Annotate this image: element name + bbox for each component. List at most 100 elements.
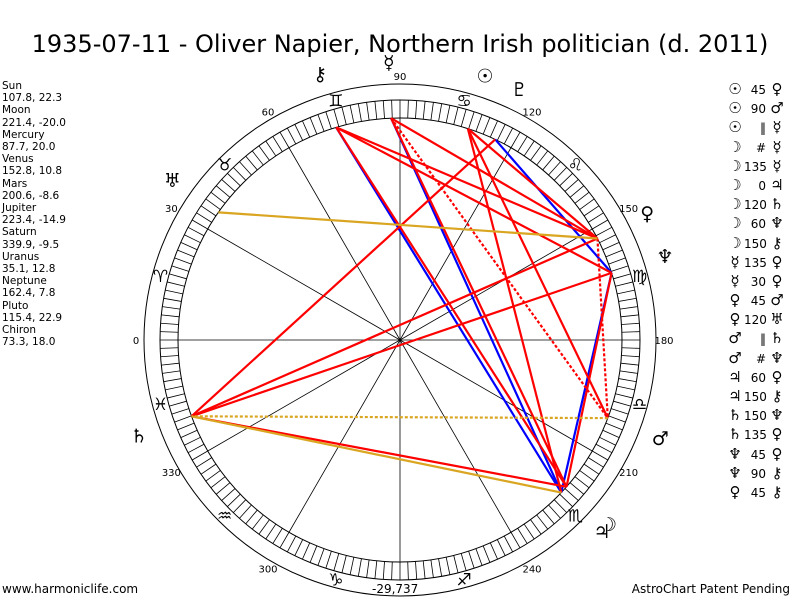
- degree-label: 330: [162, 468, 181, 479]
- degree-tick: [200, 205, 217, 217]
- aspect-planet-b-icon: ⚷: [771, 387, 783, 405]
- aspect-planet-a-icon: ♆: [728, 444, 742, 463]
- degree-tick: [430, 102, 434, 121]
- outer-ring: [143, 83, 657, 597]
- degree-tick: [180, 242, 198, 251]
- zodiac-sign-icon: ♑: [328, 571, 343, 591]
- zodiac-sign-icon: ♒: [217, 506, 232, 526]
- degree-tick: [453, 555, 459, 573]
- degree-tick: [279, 131, 290, 148]
- degree-tick: [160, 347, 179, 349]
- degree-tick: [366, 102, 370, 121]
- degree-tick: [302, 542, 311, 560]
- degree-label: 90: [394, 72, 407, 83]
- degree-tick: [611, 265, 629, 272]
- degree-tick: [245, 155, 258, 171]
- degree-tick: [615, 393, 633, 399]
- degree-tick: [163, 297, 182, 302]
- aspect-planet-a-icon: ♀: [729, 291, 741, 310]
- aspect-line: [191, 415, 608, 420]
- degree-tick: [161, 362, 180, 366]
- degree-tick: [496, 539, 506, 556]
- footer-website[interactable]: www.harmoniclife.com: [2, 582, 139, 596]
- aspect-line: [191, 237, 598, 418]
- degree-tick: [599, 234, 616, 244]
- aspect-planet-a-icon: ☽: [728, 233, 742, 252]
- degree-tick: [620, 362, 639, 366]
- aspect-planet-b-icon: ♄: [770, 329, 784, 348]
- degree-tick: [482, 545, 491, 563]
- house-spoke: [399, 228, 593, 341]
- aspect-angle: 0: [758, 178, 766, 193]
- degree-tick: [579, 470, 595, 482]
- degree-tick: [475, 114, 483, 132]
- degree-label: 120: [522, 107, 541, 118]
- degree-tick: [205, 470, 221, 482]
- degree-tick: [595, 443, 613, 454]
- degree-tick: [169, 400, 187, 407]
- degree-tick: [592, 450, 609, 461]
- aspect-planet-b-icon: ♆: [770, 406, 784, 425]
- aspect-planet-a-icon: ☉: [728, 99, 742, 118]
- planet-name: Pluto: [2, 299, 29, 312]
- aspect-angle: 135: [744, 428, 767, 443]
- aspect-angle: 45: [750, 83, 766, 97]
- aspect-line: [335, 126, 598, 240]
- degree-tick: [286, 535, 297, 553]
- planet-name: Venus: [2, 153, 34, 166]
- degree-label: 30: [165, 204, 178, 215]
- aspect-planet-a-icon: ♀: [729, 482, 741, 501]
- aspect-angle: 150: [744, 409, 767, 424]
- degree-tick: [523, 523, 535, 540]
- aspect-row: ♄ 135 ♀: [726, 425, 786, 444]
- aspect-row: ☉ ‖ ☿: [726, 118, 786, 137]
- degree-tick: [460, 109, 467, 127]
- degree-tick: [415, 100, 418, 119]
- degree-tick: [569, 185, 585, 198]
- planet-name: Neptune: [2, 275, 47, 288]
- aspect-angle: 90: [750, 466, 766, 481]
- house-spoke: [207, 339, 401, 452]
- degree-tick: [613, 273, 631, 280]
- house-spoke: [399, 339, 512, 533]
- zodiac-sign-icon: ♓: [153, 395, 168, 415]
- degree-tick: [174, 257, 192, 265]
- aspect-angle: ‖: [760, 332, 766, 347]
- aspect-row: ☽ 120 ♄: [726, 195, 786, 214]
- degree-tick: [503, 127, 514, 145]
- degree-tick: [503, 535, 514, 553]
- degree-tick: [210, 476, 226, 489]
- planet-glyph-icon: ♇: [511, 79, 528, 101]
- aspect-row: ♀ 45 ⚷: [726, 483, 786, 502]
- aspect-angle: 30: [750, 274, 766, 289]
- degree-tick: [200, 463, 217, 475]
- aspect-line: [190, 138, 496, 418]
- degree-tick: [227, 172, 241, 187]
- degree-tick: [374, 560, 378, 579]
- planet-name: Uranus: [2, 250, 40, 263]
- aspect-planet-b-icon: ♆: [770, 348, 784, 367]
- degree-tick: [621, 347, 640, 349]
- zodiac-sign-icon: ♌: [568, 156, 583, 176]
- aspect-planet-a-icon: ♂: [728, 348, 742, 367]
- planet-coords: 115.4, 22.9: [2, 311, 63, 324]
- degree-tick: [333, 109, 340, 127]
- zodiac-sign-icon: ♐: [457, 571, 472, 591]
- aspect-planet-b-icon: ♀: [771, 80, 783, 98]
- degree-tick: [619, 306, 638, 310]
- planet-name: Jupiter: [2, 202, 37, 215]
- degree-tick: [489, 120, 498, 138]
- degree-tick: [161, 314, 180, 318]
- degree-tick: [548, 504, 561, 519]
- degree-tick: [510, 532, 521, 549]
- degree-tick: [221, 488, 236, 501]
- footer-value: -29,737: [372, 582, 419, 596]
- degree-tick: [165, 385, 183, 391]
- degree-tick: [542, 155, 555, 171]
- planet-coords: 73.3, 18.0: [2, 336, 56, 349]
- degree-tick: [496, 124, 506, 141]
- zodiac-sign-icon: ♋: [457, 91, 472, 111]
- degree-tick: [415, 561, 418, 580]
- aspect-planet-a-icon: ☽: [728, 137, 742, 156]
